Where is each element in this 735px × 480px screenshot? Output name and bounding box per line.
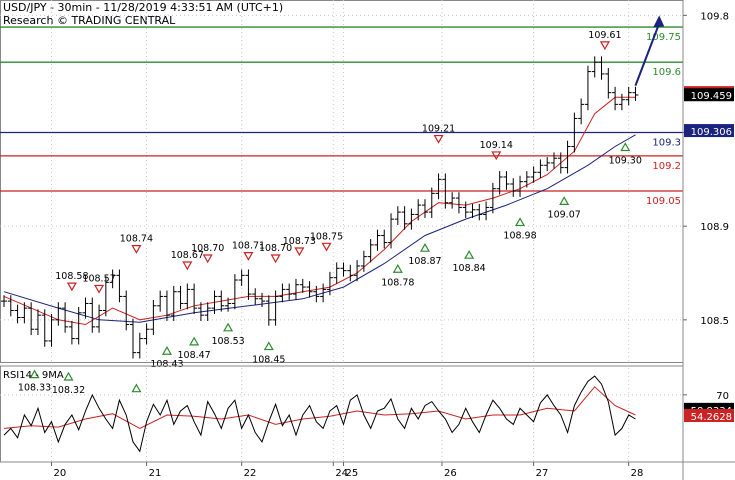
support-marker <box>223 322 234 332</box>
support-label: 109.30 <box>609 155 642 166</box>
support-marker <box>620 142 631 152</box>
support-label: 108.32 <box>52 385 85 396</box>
rsi-panel: RSI14 - 9MA <box>0 365 684 463</box>
y-tick-label: 108.9 <box>700 222 729 233</box>
support-marker <box>263 341 274 351</box>
support-marker <box>131 383 142 393</box>
support-label: 108.87 <box>408 256 441 267</box>
x-tick-label: 20 <box>54 468 67 479</box>
resistance-label: 109.14 <box>480 140 513 151</box>
x-tick-label: 22 <box>244 468 257 479</box>
support-label: 108.45 <box>252 355 285 366</box>
resistance-marker <box>270 254 281 264</box>
y-tick-label: 70 <box>716 391 729 402</box>
x-tick-label: 26 <box>444 468 457 479</box>
resistance-marker <box>182 261 193 271</box>
resistance-label: 108.75 <box>310 231 343 242</box>
level-label: 109.05 <box>646 196 681 207</box>
resistance-marker <box>131 245 142 254</box>
support-marker <box>464 250 475 259</box>
rsi-title: RSI14 - 9MA <box>3 370 64 381</box>
resistance-marker <box>433 134 444 144</box>
resistance-label: 109.61 <box>588 30 621 41</box>
chart-title: USD/JPY - 30min - 11/28/2019 4:33:51 AM … <box>3 1 284 14</box>
support-label: 109.07 <box>548 209 581 220</box>
projection-arrowhead <box>653 15 665 28</box>
x-tick-label: 25 <box>346 468 359 479</box>
y-tick-label: 109.8 <box>700 11 729 22</box>
support-label: 108.84 <box>452 263 485 274</box>
x-tick-label: 27 <box>536 468 549 479</box>
resistance-marker <box>202 254 213 264</box>
resistance-label: 108.57 <box>82 273 115 284</box>
support-label: 108.33 <box>18 383 51 394</box>
ma-slow-line <box>3 134 636 323</box>
resistance-label: 108.58 <box>55 271 88 282</box>
x-tick-label: 24 <box>335 468 348 479</box>
rsi-value-label: 54.2628 <box>691 412 732 423</box>
support-marker <box>392 264 403 273</box>
support-label: 108.98 <box>503 230 536 241</box>
support-label: 108.47 <box>177 350 210 361</box>
support-marker <box>63 371 74 381</box>
price-box <box>684 124 734 138</box>
chart-subtitle: Research © TRADING CENTRAL <box>3 14 176 27</box>
rsi-ma-line <box>3 386 636 429</box>
projection-arrow-line <box>634 23 661 86</box>
support-marker <box>161 346 172 355</box>
resistance-label: 108.67 <box>171 250 204 261</box>
support-label: 108.78 <box>381 277 414 288</box>
resistance-label: 108.74 <box>120 234 153 245</box>
resistance-label: 108.70 <box>259 243 292 254</box>
level-label: 109.75 <box>646 32 681 43</box>
resistance-label: 108.73 <box>283 236 316 247</box>
support-marker <box>515 217 526 227</box>
level-label: 109.2 <box>652 161 681 172</box>
resistance-marker <box>66 282 77 292</box>
x-tick-label: 28 <box>631 468 644 479</box>
resistance-marker <box>321 242 332 252</box>
price-box-label: 109.459 <box>691 91 732 102</box>
support-marker <box>189 336 200 346</box>
resistance-marker <box>599 41 610 51</box>
resistance-label: 108.71 <box>232 241 265 252</box>
resistance-marker <box>243 252 254 261</box>
rsi-line <box>3 375 636 453</box>
price-panel-frame <box>0 0 684 363</box>
support-label: 108.53 <box>211 336 244 347</box>
price-box <box>684 88 734 102</box>
price-box-label: 109.306 <box>691 127 732 138</box>
level-label: 109.6 <box>652 67 681 78</box>
support-marker <box>419 242 431 252</box>
resistance-label: 109.21 <box>422 124 455 135</box>
resistance-marker <box>94 284 105 294</box>
y-tick-label: 108.5 <box>700 316 729 327</box>
support-marker <box>559 196 570 205</box>
level-label: 109.3 <box>652 137 681 148</box>
support-marker <box>29 369 40 379</box>
resistance-marker <box>294 247 305 257</box>
support-label: 108.43 <box>150 359 183 370</box>
resistance-label: 108.70 <box>191 243 224 254</box>
x-tick-label: 21 <box>149 468 162 479</box>
rsi-value-box <box>684 408 734 422</box>
ma-fast-line <box>3 96 636 326</box>
resistance-marker <box>491 151 502 161</box>
